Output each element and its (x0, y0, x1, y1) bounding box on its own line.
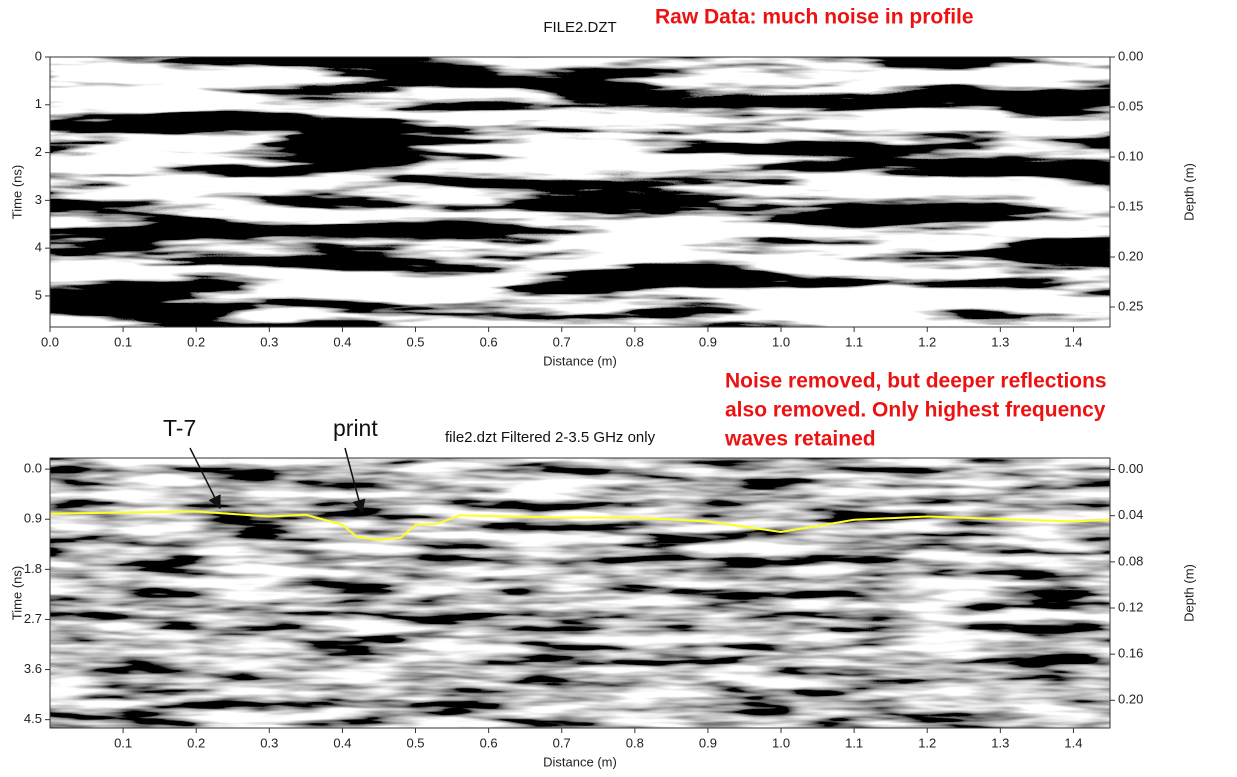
y2-tick-label: 0.04 (1118, 507, 1143, 522)
x-tick-label: 0.4 (333, 334, 351, 349)
y-tick-label: 3.6 (24, 661, 42, 676)
annotation: also removed. Only highest frequency (725, 399, 1106, 422)
x-tick-label: 1.4 (1064, 735, 1082, 750)
x-tick-label: 0.6 (480, 334, 498, 349)
horizon-line (49, 510, 1111, 541)
y-tick-label: 4.5 (24, 711, 42, 726)
y-tick-label: 0 (35, 48, 42, 63)
y-tick-label: 4 (35, 240, 42, 255)
x-tick-label: 0.7 (553, 334, 571, 349)
y2-tick-label: 0.15 (1118, 198, 1143, 213)
x-tick-label: 0.7 (553, 735, 571, 750)
x-tick-label: 1.0 (772, 735, 790, 750)
y2-tick-label: 0.00 (1118, 48, 1143, 63)
x-tick-label: 1.4 (1064, 334, 1082, 349)
y2-tick-label: 0.16 (1118, 646, 1143, 661)
y-axis-label: Time (ns) (9, 165, 24, 219)
x-tick-label: 0.1 (114, 735, 132, 750)
plot-frame (49, 457, 1111, 729)
x-tick-label: 1.1 (845, 334, 863, 349)
x-tick-label: 1.3 (991, 735, 1009, 750)
x-axis-label: Distance (m) (543, 353, 617, 368)
x-tick-label: 0.8 (626, 334, 644, 349)
x-tick-label: 0.4 (333, 735, 351, 750)
x-tick-label: 0.0 (41, 334, 59, 349)
plot-frame (49, 56, 1111, 328)
radargram-texture (50, 57, 1110, 327)
x-tick-label: 0.3 (260, 735, 278, 750)
y-tick-label: 1 (35, 96, 42, 111)
x-tick-label: 0.5 (406, 735, 424, 750)
y2-tick-label: 0.05 (1118, 98, 1143, 113)
x-tick-label: 1.2 (918, 334, 936, 349)
x-tick-label: 0.6 (480, 735, 498, 750)
y2-tick-label: 0.12 (1118, 599, 1143, 614)
annotation: Raw Data: much noise in profile (655, 6, 974, 29)
y-tick-label: 3 (35, 192, 42, 207)
x-tick-label: 0.9 (699, 334, 717, 349)
y2-tick-label: 0.08 (1118, 553, 1143, 568)
y-tick-label: 2.7 (24, 611, 42, 626)
arrow (344, 447, 366, 514)
y-tick-label: 5 (35, 287, 42, 302)
x-tick-label: 0.9 (699, 735, 717, 750)
y2-tick-label: 0.20 (1118, 248, 1143, 263)
x-tick-label: 0.5 (406, 334, 424, 349)
x-tick-label: 0.1 (114, 334, 132, 349)
x-tick-label: 1.1 (845, 735, 863, 750)
x-tick-label: 1.3 (991, 334, 1009, 349)
y2-tick-label: 0.20 (1118, 692, 1143, 707)
y2-tick-label: 0.10 (1118, 148, 1143, 163)
x-tick-label: 0.3 (260, 334, 278, 349)
x-axis-label: Distance (m) (543, 754, 617, 769)
y-tick-label: 1.8 (24, 561, 42, 576)
y-tick-label: 0.0 (24, 461, 42, 476)
y-axis-label: Time (ns) (9, 566, 24, 620)
chart-title: file2.dzt Filtered 2-3.5 GHz only (445, 429, 656, 446)
annotation: Noise removed, but deeper reflections (725, 370, 1107, 393)
y2-tick-label: 0.25 (1118, 298, 1143, 313)
x-tick-label: 0.8 (626, 735, 644, 750)
x-tick-label: 1.2 (918, 735, 936, 750)
chart-title: FILE2.DZT (543, 19, 616, 36)
y-tick-label: 2 (35, 144, 42, 159)
y2-axis-label: Depth (m) (1181, 564, 1196, 622)
annotation: print (333, 415, 378, 441)
radargram-texture (50, 458, 1110, 728)
x-tick-label: 1.0 (772, 334, 790, 349)
x-tick-label: 0.2 (187, 334, 205, 349)
x-tick-label: 0.2 (187, 735, 205, 750)
annotation: T-7 (163, 415, 196, 441)
y2-axis-label: Depth (m) (1181, 163, 1196, 221)
y-tick-label: 0.9 (24, 511, 42, 526)
annotation: waves retained (724, 428, 876, 451)
y2-tick-label: 0.00 (1118, 461, 1143, 476)
